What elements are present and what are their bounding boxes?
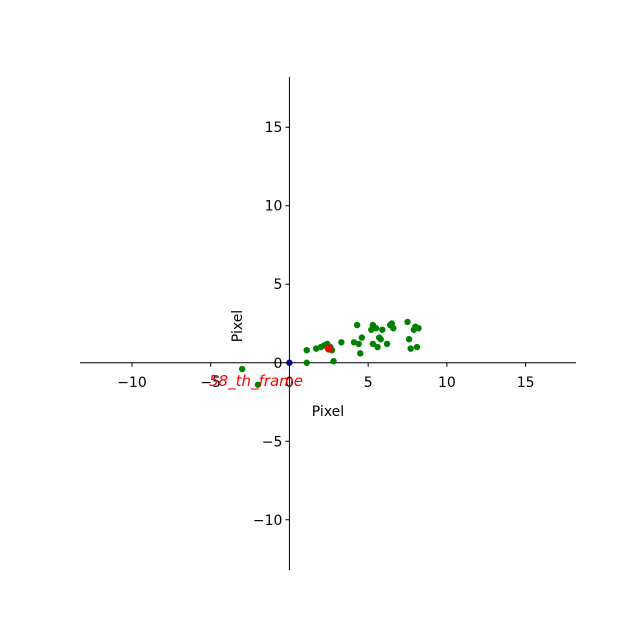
data-point <box>377 336 384 343</box>
data-point <box>338 339 345 346</box>
data-point <box>369 340 377 348</box>
x-tick-label: −5 <box>200 375 221 391</box>
data-point <box>330 357 337 365</box>
axes <box>80 77 576 570</box>
data-point <box>407 345 414 352</box>
origin-point <box>286 359 293 366</box>
data-point <box>374 343 381 351</box>
data-point <box>390 325 397 332</box>
data-point <box>303 359 310 366</box>
x-axis-label: Pixel <box>312 404 344 420</box>
data-point <box>358 334 366 341</box>
data-point <box>372 325 380 332</box>
x-tick-label: 15 <box>517 375 535 391</box>
tick-marks <box>131 126 527 521</box>
y-tick-label: 15 <box>265 120 283 136</box>
data-point <box>303 346 310 354</box>
data-point <box>355 340 362 348</box>
y-tick-label: −5 <box>262 434 283 450</box>
y-tick-label: 0 <box>274 356 283 372</box>
data-point <box>415 325 422 332</box>
data-point <box>379 326 386 333</box>
data-point <box>254 381 262 388</box>
y-axis-label: Pixel <box>230 310 246 342</box>
data-point <box>357 350 364 357</box>
data-point <box>405 336 413 343</box>
data-point <box>353 321 361 329</box>
x-tick-label: 5 <box>364 375 373 391</box>
data-point <box>238 365 246 373</box>
y-tick-label: 10 <box>265 199 283 215</box>
x-tick-label: −10 <box>117 375 147 391</box>
current-point <box>324 344 333 353</box>
tick-labels: −10 −5 0 5 10 15 −10 −5 0 5 10 15 <box>117 120 534 529</box>
y-tick-label: −10 <box>253 513 283 529</box>
x-tick-label: 0 <box>285 375 294 391</box>
x-tick-label: 10 <box>438 375 456 391</box>
data-point <box>383 340 391 348</box>
data-point <box>413 343 421 351</box>
frame-annotation: 58_th_frame <box>209 372 303 391</box>
data-points <box>238 318 422 388</box>
y-tick-label: 5 <box>274 277 283 293</box>
data-point <box>404 318 411 326</box>
